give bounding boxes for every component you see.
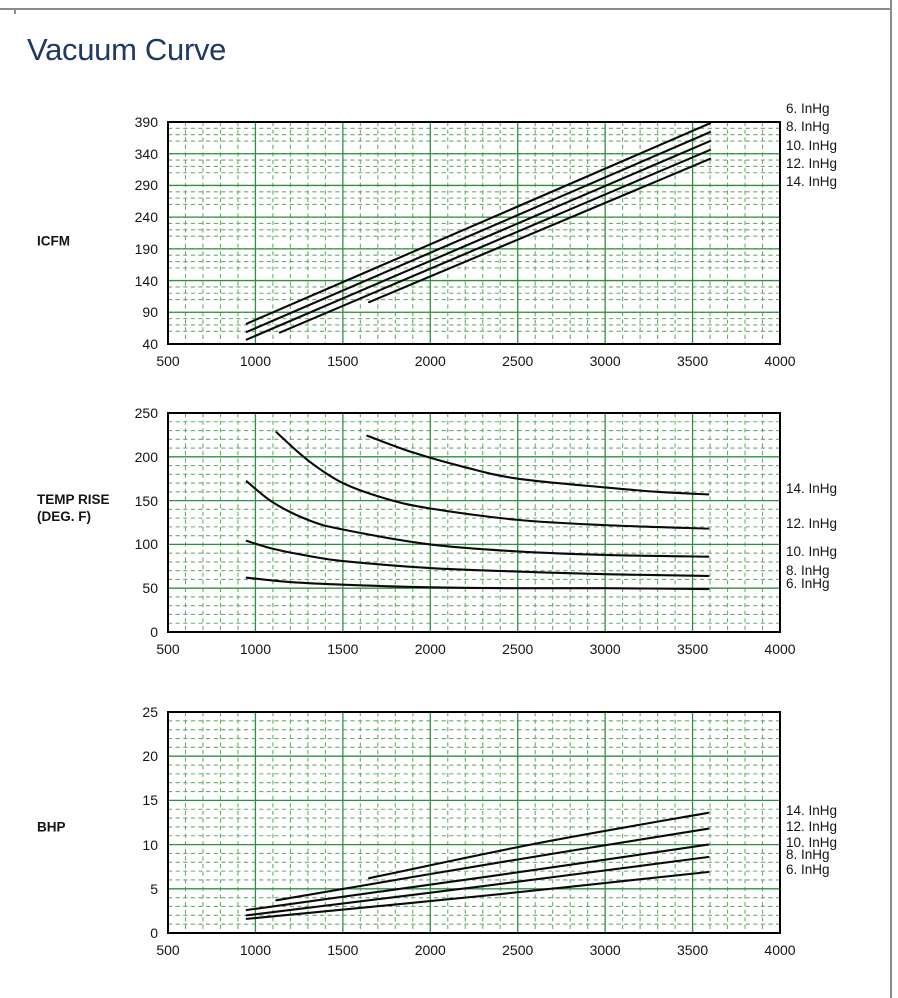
x-tick-label: 3500 [676, 942, 709, 958]
legend-label: 12. InHg [786, 156, 838, 172]
series-line-10-inhg [245, 139, 712, 341]
x-tick-label: 3000 [589, 353, 621, 369]
x-tick-label: 2500 [502, 353, 534, 369]
x-tick-label: 1000 [239, 942, 271, 958]
legend-label: 8. InHg [786, 562, 830, 578]
y-tick-label: 5 [150, 880, 158, 897]
row-label-temp-rise: TEMP RISE (DEG. F) [37, 492, 110, 524]
plot-frame [167, 412, 781, 633]
series-line-8-inhg [245, 539, 710, 577]
icfm-plot-area [167, 121, 781, 345]
x-tick-label: 4000 [764, 942, 796, 958]
page-border-stub [14, 8, 16, 14]
x-tick-label: 3500 [676, 641, 709, 657]
series-line-14-inhg [368, 811, 710, 880]
series-line-6-inhg [245, 122, 712, 325]
y-tick-label: 100 [134, 536, 158, 553]
series-line-6-inhg [245, 576, 710, 591]
x-tick-label: 1500 [327, 942, 359, 958]
y-tick-label: 390 [134, 114, 158, 130]
legend-label: 14. InHg [786, 481, 838, 497]
legend-label: 6. InHg [786, 101, 830, 117]
y-tick-label: 25 [142, 704, 158, 720]
plot-frame [167, 121, 781, 345]
y-tick-label: 0 [150, 624, 158, 640]
bhp-plot-area [167, 711, 781, 934]
page-title: Vacuum Curve [27, 32, 227, 67]
y-tick-label: 150 [134, 492, 158, 509]
y-tick-label: 40 [142, 336, 158, 352]
y-tick-label: 15 [142, 792, 158, 809]
legend-label: 8. InHg [786, 846, 830, 862]
series-line-8-inhg [245, 131, 712, 333]
legend-label: 12. InHg [786, 818, 838, 834]
x-tick-label: 2000 [414, 942, 446, 958]
y-tick-label: 50 [142, 580, 158, 597]
x-tick-label: 2500 [502, 942, 534, 958]
legend-label: 10. InHg [786, 137, 838, 153]
page-top-border [0, 8, 891, 10]
series-line-6-inhg [245, 870, 710, 920]
legend-label: 14. InHg [786, 802, 838, 818]
y-tick-label: 190 [134, 240, 158, 257]
grid-minor [168, 122, 780, 344]
series-line-12-inhg [278, 148, 712, 334]
y-tick-label: 20 [142, 748, 158, 765]
y-tick-label: 240 [134, 209, 158, 226]
grid-major [168, 712, 780, 933]
series-line-14-inhg [368, 157, 712, 304]
legend-label: 10. InHg [786, 543, 838, 559]
x-tick-label: 2000 [414, 641, 446, 657]
x-tick-label: 1500 [327, 353, 359, 369]
temp-rise-plot-area [167, 412, 781, 633]
x-tick-label: 500 [156, 942, 180, 958]
plot-frame [167, 711, 781, 934]
series-line-12-inhg [275, 827, 710, 902]
x-tick-label: 2000 [414, 353, 446, 369]
row-label-bhp: BHP [37, 819, 66, 835]
legend-label: 14. InHg [786, 174, 838, 190]
grid-minor [168, 712, 780, 933]
page-right-border [890, 0, 892, 998]
series-line-10-inhg [245, 480, 710, 558]
x-tick-label: 3000 [589, 942, 621, 958]
series-line-12-inhg [275, 431, 710, 530]
x-tick-label: 500 [156, 353, 180, 369]
x-tick-label: 4000 [764, 353, 796, 369]
grid-major [168, 413, 780, 632]
legend-label: 6. InHg [786, 576, 830, 592]
y-tick-label: 250 [134, 405, 158, 421]
legend-label: 8. InHg [786, 119, 830, 135]
series-line-8-inhg [245, 855, 710, 917]
row-label-icfm: ICFM [37, 233, 70, 249]
x-tick-label: 4000 [764, 641, 796, 657]
grid-minor [168, 413, 780, 632]
y-tick-label: 90 [142, 304, 158, 321]
y-tick-label: 340 [134, 145, 158, 162]
y-tick-label: 140 [134, 272, 158, 289]
x-tick-label: 3000 [589, 641, 621, 657]
x-tick-label: 2500 [502, 641, 534, 657]
series-line-14-inhg [366, 434, 710, 496]
legend-label: 10. InHg [786, 834, 838, 850]
y-tick-label: 290 [134, 177, 158, 194]
x-tick-label: 500 [156, 641, 180, 657]
x-tick-label: 1500 [327, 641, 359, 657]
y-tick-label: 10 [142, 836, 158, 853]
grid-major [168, 122, 780, 344]
x-tick-label: 3500 [676, 353, 709, 369]
x-tick-label: 1000 [239, 641, 271, 657]
legend-label: 12. InHg [786, 515, 838, 531]
y-tick-label: 0 [150, 925, 158, 941]
series-line-10-inhg [245, 843, 710, 912]
x-tick-label: 1000 [239, 353, 271, 369]
y-tick-label: 200 [134, 448, 158, 465]
legend-label: 6. InHg [786, 862, 830, 877]
